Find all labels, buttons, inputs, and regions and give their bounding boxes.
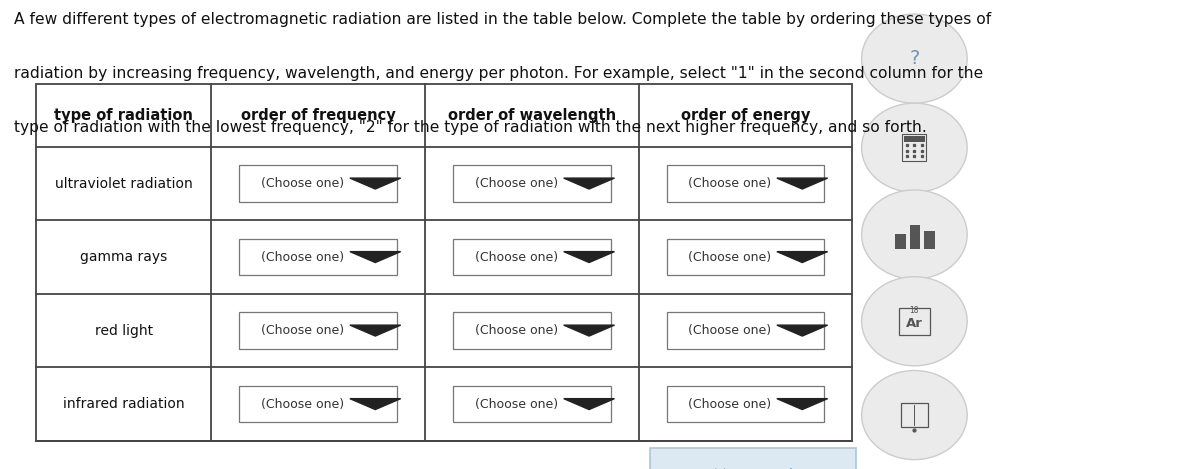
Bar: [239, 312, 397, 349]
Text: (Choose one): (Choose one): [260, 177, 344, 190]
Bar: [899, 308, 930, 335]
Bar: [910, 225, 920, 249]
Ellipse shape: [862, 103, 967, 192]
Text: (Choose one): (Choose one): [475, 324, 558, 337]
Polygon shape: [776, 178, 828, 189]
Polygon shape: [350, 251, 401, 263]
Text: radiation by increasing frequency, wavelength, and energy per photon. For exampl: radiation by increasing frequency, wavel…: [14, 66, 984, 81]
Bar: [667, 165, 824, 202]
Text: ?: ?: [910, 49, 919, 68]
Text: (Choose one): (Choose one): [260, 250, 344, 264]
Bar: [454, 239, 611, 275]
Text: ↵: ↵: [778, 465, 794, 469]
Text: 18: 18: [910, 306, 919, 316]
Ellipse shape: [862, 190, 967, 279]
Bar: [902, 134, 926, 161]
Ellipse shape: [862, 371, 967, 460]
Text: type of radiation with the lowest frequency, "2" for the type of radiation with : type of radiation with the lowest freque…: [14, 120, 928, 135]
Bar: [667, 312, 824, 349]
Bar: [239, 239, 397, 275]
Text: order of frequency: order of frequency: [241, 108, 396, 123]
Bar: [924, 231, 935, 249]
Bar: [667, 239, 824, 275]
Text: (Choose one): (Choose one): [688, 250, 772, 264]
Text: (Choose one): (Choose one): [260, 398, 344, 410]
Text: Ar: Ar: [906, 317, 923, 330]
Bar: [239, 165, 397, 202]
Text: (Choose one): (Choose one): [475, 250, 558, 264]
Polygon shape: [776, 251, 828, 263]
Polygon shape: [776, 325, 828, 336]
Text: (Choose one): (Choose one): [688, 324, 772, 337]
Bar: [454, 165, 611, 202]
Ellipse shape: [862, 14, 967, 103]
Polygon shape: [350, 399, 401, 409]
Polygon shape: [350, 325, 401, 336]
Bar: [901, 403, 928, 427]
Polygon shape: [564, 178, 614, 189]
Text: ×: ×: [710, 465, 727, 469]
Text: (Choose one): (Choose one): [260, 324, 344, 337]
Text: (Choose one): (Choose one): [475, 177, 558, 190]
Bar: [904, 136, 925, 142]
Text: (Choose one): (Choose one): [688, 177, 772, 190]
Polygon shape: [564, 399, 614, 409]
Polygon shape: [564, 251, 614, 263]
Bar: [454, 386, 611, 423]
Polygon shape: [350, 178, 401, 189]
Ellipse shape: [862, 277, 967, 366]
Text: A few different types of electromagnetic radiation are listed in the table below: A few different types of electromagnetic…: [14, 12, 991, 27]
Polygon shape: [776, 399, 828, 409]
Bar: [239, 386, 397, 423]
Bar: [895, 234, 906, 249]
Text: order of energy: order of energy: [680, 108, 810, 123]
Text: (Choose one): (Choose one): [475, 398, 558, 410]
Text: type of radiation: type of radiation: [54, 108, 193, 123]
Polygon shape: [564, 325, 614, 336]
Text: gamma rays: gamma rays: [80, 250, 167, 264]
Bar: [454, 312, 611, 349]
Bar: [667, 386, 824, 423]
Text: (Choose one): (Choose one): [688, 398, 772, 410]
Text: order of wavelength: order of wavelength: [448, 108, 616, 123]
Text: red light: red light: [95, 324, 152, 338]
Text: infrared radiation: infrared radiation: [62, 397, 185, 411]
Text: ultraviolet radiation: ultraviolet radiation: [55, 176, 192, 190]
